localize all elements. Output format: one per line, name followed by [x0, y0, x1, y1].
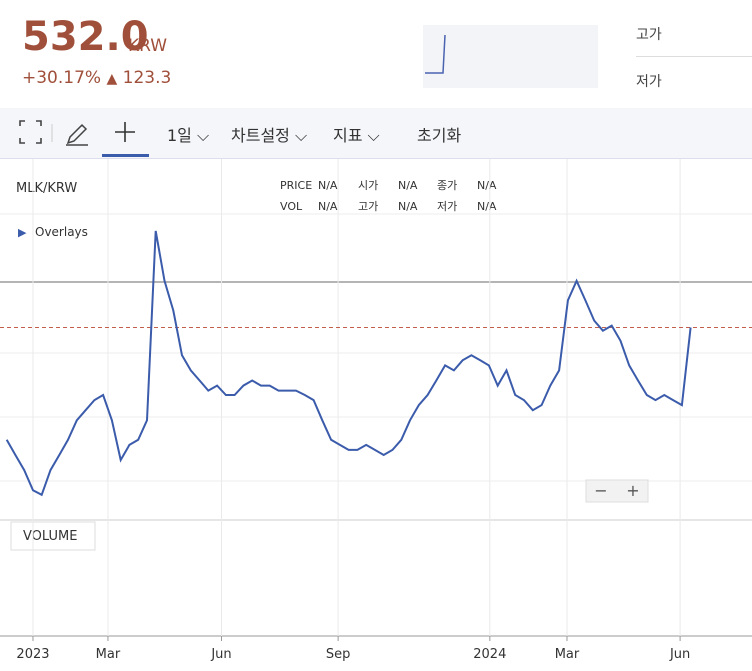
x-tick-label: 2024	[473, 647, 506, 662]
legend-cell: N/A	[398, 179, 418, 192]
toolbar-icons	[19, 120, 149, 157]
legend-cell: 시가	[358, 179, 378, 192]
zoom-in[interactable]: +	[626, 481, 639, 500]
change-abs: 123.3	[122, 68, 172, 88]
zoom-out[interactable]: −	[594, 481, 607, 500]
interval: 1일	[167, 126, 192, 145]
x-tick-label: Mar	[555, 647, 580, 662]
legend-cell: N/A	[398, 200, 418, 213]
volume-box	[10, 521, 96, 551]
price-line	[5, 230, 692, 497]
legend-cell: 저가	[437, 200, 457, 213]
toolbar: 1일 ⌵ 차트설정 ⌵ 지표 ⌵ 초기화	[0, 108, 752, 159]
interval-dropdown[interactable]: 1일 ⌵	[167, 126, 210, 145]
x-tick-label: Mar	[96, 647, 121, 662]
last-price: 532.0	[22, 14, 149, 60]
low-label: 저가	[636, 74, 662, 90]
legend-cell: N/A	[477, 200, 497, 213]
settings: 차트설정	[231, 126, 290, 145]
symbol: MLK/KRW	[16, 181, 77, 196]
legend-cell: 고가	[358, 200, 378, 213]
settings-dropdown[interactable]: 차트설정 ⌵	[231, 126, 308, 145]
divider	[636, 56, 752, 57]
change: +30.17% ▲ 123.3	[22, 68, 172, 88]
x-tick-label: 2023	[16, 647, 49, 662]
chart: MLK/KRW ▶ Overlays VOLUME − + PRICE N/A 시가…	[0, 159, 752, 662]
change-pct: +30.17%	[22, 68, 102, 88]
legend-cell: N/A	[477, 179, 497, 192]
legend-cell: N/A	[318, 200, 338, 213]
legend-cell: VOL	[280, 200, 303, 213]
x-tick-label: Jun	[669, 647, 690, 662]
x-tick-label: Sep	[326, 647, 351, 662]
volume-label: VOLUME	[23, 529, 77, 544]
overlays-arrow: ▶	[18, 226, 27, 239]
sparkline	[423, 25, 598, 88]
zoom-box	[585, 479, 649, 503]
legend-cell: PRICE	[280, 179, 312, 192]
currency: KRW	[128, 36, 168, 56]
overlays-toggle[interactable]: Overlays	[35, 225, 88, 239]
reset-button[interactable]: 초기화	[417, 126, 462, 145]
grid	[0, 213, 752, 482]
x-tick-label: Jun	[210, 647, 231, 662]
legend-cell: 종가	[437, 179, 457, 192]
high-label: 고가	[636, 27, 662, 43]
indicators: 지표	[333, 126, 363, 145]
indicators-dropdown[interactable]: 지표 ⌵	[333, 126, 380, 145]
legend-cell: N/A	[318, 179, 338, 192]
